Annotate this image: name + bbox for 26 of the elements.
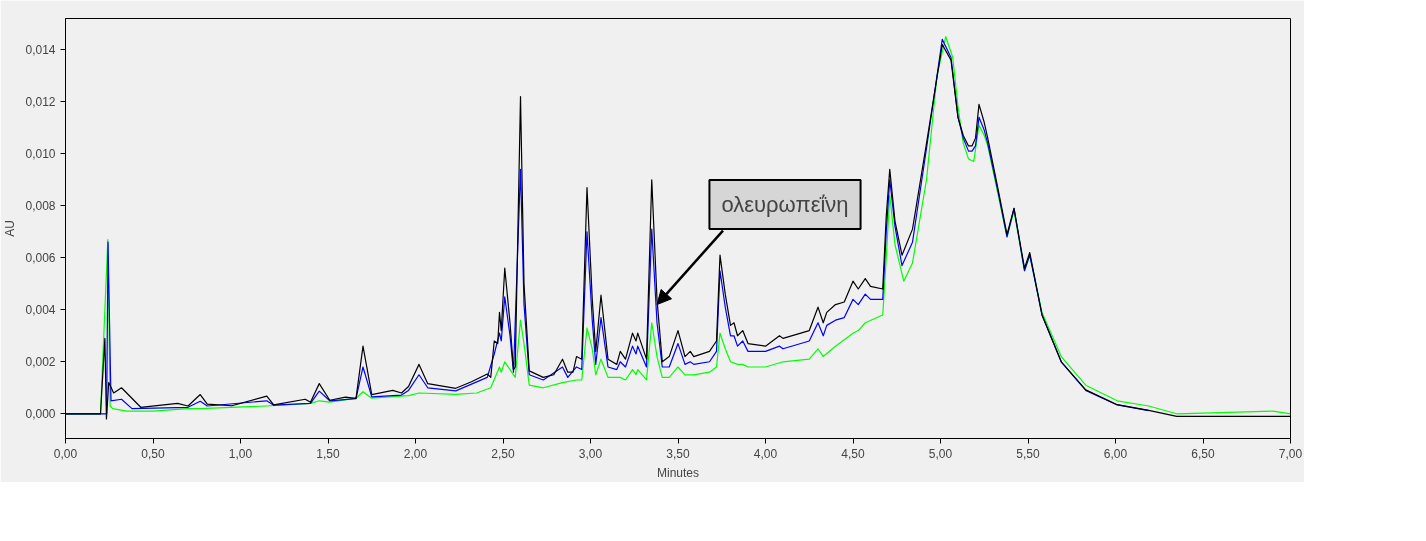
x-tick-label: 0,50: [141, 446, 165, 461]
x-tick-label: 2,50: [491, 446, 515, 461]
x-tick-label: 4,00: [753, 446, 778, 461]
annotation: ολευρωπεΐνη: [721, 192, 849, 218]
x-tick-label: 5,50: [1016, 446, 1040, 461]
y-tick-label: 0,000: [25, 407, 56, 422]
y-tick-label: 0,012: [25, 95, 56, 110]
x-tick-label: 0,00: [53, 446, 78, 461]
x-tick-label: 6,50: [1191, 446, 1215, 461]
x-tick-label: 3,00: [578, 446, 603, 461]
x-tick-label: 4,50: [841, 446, 865, 461]
x-tick-label: 1,50: [316, 446, 340, 461]
y-tick-label: 0,006: [25, 251, 56, 266]
y-tick-label: 0,014: [25, 43, 56, 58]
x-tick-label: 7,00: [1278, 446, 1303, 461]
y-tick-label: 0,008: [25, 199, 56, 214]
y-axis-title: AU: [3, 220, 18, 237]
x-tick-label: 1,00: [228, 446, 253, 461]
x-tick-label: 6,00: [1103, 446, 1128, 461]
y-tick-label: 0,004: [25, 303, 56, 318]
x-tick-label: 5,00: [928, 446, 953, 461]
x-tick-label: 2,00: [403, 446, 428, 461]
y-tick-label: 0,002: [25, 355, 56, 370]
y-tick-label: 0,010: [25, 147, 56, 162]
x-tick-label: 3,50: [666, 446, 690, 461]
x-axis-title: Minutes: [656, 465, 700, 480]
